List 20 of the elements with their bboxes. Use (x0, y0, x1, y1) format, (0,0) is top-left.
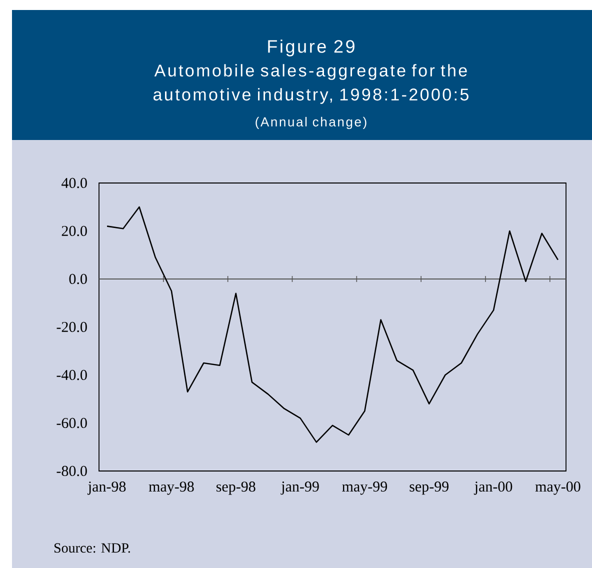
y-tick-label: 20.0 (62, 226, 87, 236)
x-tick-label: jan-98 (87, 482, 126, 495)
y-tick-label: -80.0 (56, 466, 87, 476)
x-tick-label: may-99 (342, 482, 388, 495)
y-tick-label: -60.0 (56, 418, 87, 428)
x-tick-label: may-00 (535, 482, 580, 495)
x-tick-label: may-98 (148, 482, 194, 495)
line-series (106, 206, 559, 443)
source-note: Source: NDP. (54, 543, 130, 553)
y-tick-label: -20.0 (56, 322, 87, 332)
y-axis-title: (Annual change) (256, 116, 366, 130)
x-tick-label: sep-99 (410, 482, 448, 495)
x-tick-label: jan-00 (474, 482, 512, 495)
x-tick-label: jan-99 (280, 482, 319, 495)
chart-title: Figure 29 (268, 40, 354, 56)
y-tick-label: -40.0 (56, 370, 87, 380)
y-tick-label: 0.0 (69, 274, 87, 284)
y-tick-label: 40.0 (62, 178, 87, 188)
chart-subtitle: Automobile sales-aggregate for the automotive industry, 1998:1-2000:5 (154, 64, 468, 104)
x-tick-label: sep-98 (216, 482, 256, 495)
